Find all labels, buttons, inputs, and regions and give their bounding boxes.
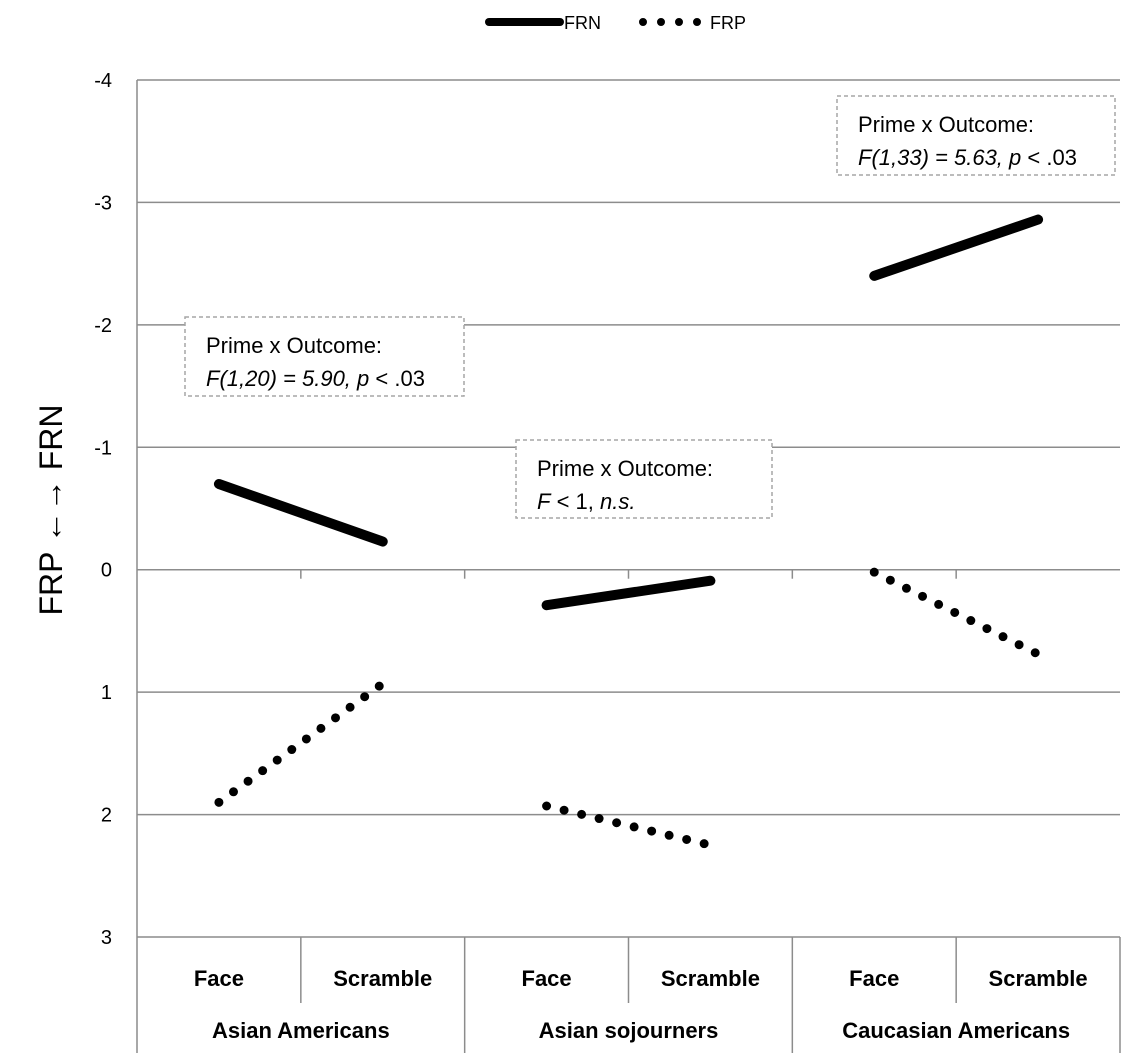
category-label: Scramble [333,966,432,991]
category-label: Face [194,966,244,991]
y-tick-label: -3 [94,192,112,214]
y-tick-label: 2 [101,805,112,827]
axes [136,80,1121,1053]
y-axis-label: FRP ←→ FRN [33,405,69,616]
group-label: Asian sojourners [539,1018,719,1043]
annotation-stat: F < 1, n.s. [537,489,635,514]
group-label: Asian Americans [212,1018,390,1043]
y-tick-label: 1 [101,682,112,704]
series-lines [213,214,1044,850]
legend-frn-label: FRN [564,13,601,33]
annotation-box: Prime x Outcome: F(1,33) = 5.63, p < .03 [836,95,1116,176]
category-label: Scramble [661,966,760,991]
annotation-title: Prime x Outcome: [537,456,713,481]
y-tick-label: -1 [94,437,112,459]
annotation-stat: F(1,20) = 5.90, p < .03 [206,366,425,391]
y-tick-label: 3 [101,927,112,949]
y-tick-label: -4 [94,70,112,92]
category-label: Scramble [989,966,1088,991]
annotation-box: Prime x Outcome: F(1,20) = 5.90, p < .03 [184,316,465,397]
frp-series-line [542,801,715,850]
group-label: Caucasian Americans [842,1018,1070,1043]
annotation-stat: F(1,33) = 5.63, p < .03 [858,145,1077,170]
y-tick-label: 0 [101,560,112,582]
annotations: Prime x Outcome:F(1,20) = 5.90, p < .03P… [184,95,1116,519]
category-label: Face [849,966,899,991]
frn-series-line [541,575,716,611]
frp-series-line [869,567,1043,659]
y-tick-labels: 3 2 1 0 -1 -2 -3 -4 [94,70,112,949]
legend: FRN FRP [485,13,746,33]
annotation-box: Prime x Outcome: F < 1, n.s. [515,439,773,519]
frn-series-line [213,479,388,547]
y-tick-label: -2 [94,315,112,337]
category-label: Face [522,966,572,991]
frp-series-line [214,679,388,807]
annotation-title: Prime x Outcome: [206,333,382,358]
annotation-title: Prime x Outcome: [858,112,1034,137]
category-labels: Face Scramble Face Scramble Face Scramble Asia… [194,966,1088,1043]
legend-frp-label: FRP [710,13,746,33]
frn-series-line [869,214,1044,281]
